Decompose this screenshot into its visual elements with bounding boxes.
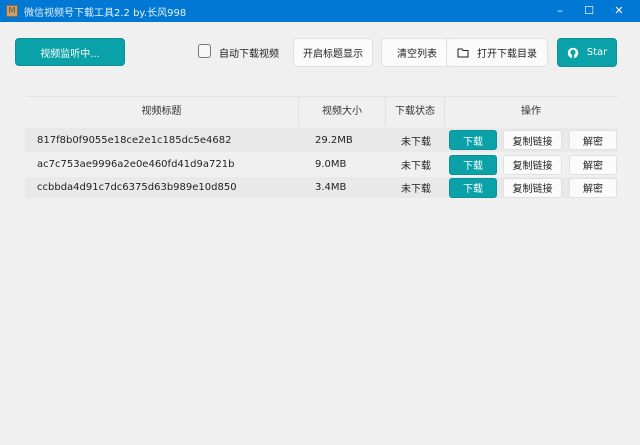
copy-link-button[interactable]: 复制链接: [503, 177, 562, 198]
minimize-icon[interactable]: –: [557, 4, 563, 17]
video-title: 817f8b0f9055e18ce2e1c185dc5e4682: [37, 134, 232, 146]
open-dir-button[interactable]: 打开下载目录: [446, 38, 548, 67]
close-icon[interactable]: ✕: [614, 4, 624, 17]
table-row: ac7c753ae9996a2e0e460fd41d9a721b 9.0MB 未…: [25, 154, 617, 175]
download-button[interactable]: 下载: [449, 177, 497, 198]
download-status: 未下载: [401, 136, 431, 148]
title-bar: M 微信视频号下载工具2.2 by.长风998 – ☐ ✕: [0, 0, 640, 22]
header-title: 视频标题: [25, 97, 299, 127]
download-button[interactable]: 下载: [449, 154, 497, 175]
table-row: 817f8b0f9055e18ce2e1c185dc5e4682 29.2MB …: [25, 128, 617, 152]
header-size: 视频大小: [299, 97, 386, 127]
table-row: ccbbda4d91c7dc6375d63b989e10d850 3.4MB 未…: [25, 177, 617, 198]
clear-list-button[interactable]: 清空列表: [381, 38, 453, 67]
folder-icon: [457, 48, 469, 57]
copy-link-button[interactable]: 复制链接: [503, 154, 562, 175]
auto-download-label: 自动下载视频: [219, 49, 279, 60]
video-size: 3.4MB: [315, 182, 347, 193]
app-icon: M: [6, 5, 18, 17]
open-dir-label: 打开下载目录: [477, 49, 537, 60]
copy-link-button[interactable]: 复制链接: [503, 130, 562, 150]
monitor-button[interactable]: 视频监听中...: [15, 38, 125, 66]
video-title: ccbbda4d91c7dc6375d63b989e10d850: [37, 182, 237, 193]
header-status: 下载状态: [386, 97, 445, 127]
decrypt-button[interactable]: 解密: [569, 177, 617, 198]
decrypt-button[interactable]: 解密: [569, 130, 617, 150]
show-title-button[interactable]: 开启标题显示: [293, 38, 373, 67]
download-status: 未下载: [401, 184, 431, 195]
decrypt-button[interactable]: 解密: [569, 154, 617, 175]
star-button[interactable]: Star: [557, 38, 617, 67]
github-icon: [567, 47, 578, 58]
star-label: Star: [586, 47, 608, 58]
window-title: 微信视频号下载工具2.2 by.长风998: [24, 7, 187, 19]
download-button[interactable]: 下载: [449, 130, 497, 150]
maximize-icon[interactable]: ☐: [584, 4, 594, 17]
auto-download-checkbox[interactable]: [198, 44, 211, 58]
table-header: 视频标题 视频大小 下载状态 操作: [25, 96, 617, 127]
header-actions: 操作: [521, 106, 541, 117]
video-title: ac7c753ae9996a2e0e460fd41d9a721b: [37, 159, 235, 170]
download-status: 未下载: [401, 161, 431, 172]
video-size: 9.0MB: [315, 159, 347, 170]
video-size: 29.2MB: [315, 134, 353, 146]
